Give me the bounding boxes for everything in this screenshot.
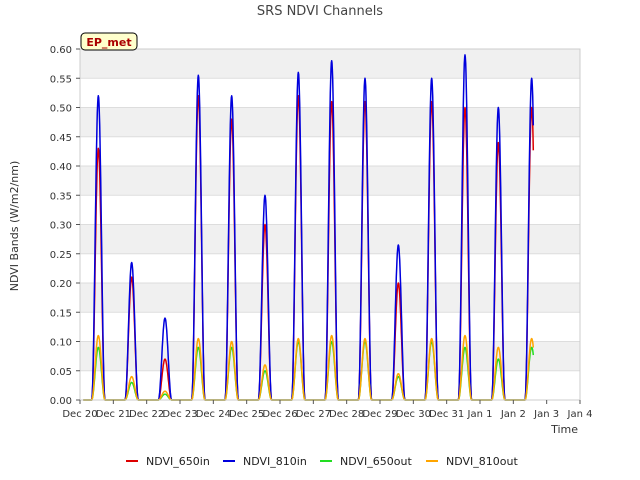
y-tick-label: 0.20 xyxy=(50,279,72,290)
plot-band xyxy=(80,49,580,79)
y-tick-label: 0.45 xyxy=(50,133,72,144)
plot-band xyxy=(80,224,580,254)
chart-title: SRS NDVI Channels xyxy=(257,4,383,19)
y-tick-label: 0.40 xyxy=(50,162,72,173)
x-tick-label: Dec 26 xyxy=(262,409,297,420)
y-tick-label: 0.60 xyxy=(50,45,72,56)
x-tick-label: Dec 24 xyxy=(196,409,231,420)
x-tick-label: Dec 30 xyxy=(396,409,431,420)
ep-met-badge: EP_met xyxy=(80,32,138,51)
x-tick-label: Dec 31 xyxy=(429,409,464,420)
plot-band xyxy=(80,312,580,342)
y-tick-label: 0.35 xyxy=(50,191,72,202)
x-tick-label: Jan 2 xyxy=(500,409,526,420)
legend: NDVI_650in NDVI_810in NDVI_650out NDVI_810o… xyxy=(126,455,518,468)
x-tick-label: Dec 22 xyxy=(129,409,164,420)
legend-label: NDVI_650out xyxy=(340,455,412,468)
x-tick-label: Dec 28 xyxy=(329,409,364,420)
legend-label: NDVI_810out xyxy=(446,455,518,468)
y-tick-label: 0.55 xyxy=(50,74,72,85)
badge-label: EP_met xyxy=(86,36,131,49)
x-tick-label: Jan 1 xyxy=(467,409,493,420)
y-tick-label: 0.15 xyxy=(50,308,72,319)
legend-label: NDVI_810in xyxy=(243,455,307,468)
legend-label: NDVI_650in xyxy=(146,455,210,468)
x-tick-label: Dec 27 xyxy=(296,409,331,420)
x-axis-label: Time xyxy=(550,423,578,436)
y-axis-ticks: 0.00 0.05 0.10 0.15 0.20 0.25 0.30 0.35 0.40 0.45… xyxy=(50,45,80,407)
y-tick-label: 0.05 xyxy=(50,367,72,378)
plot-band xyxy=(80,195,580,225)
y-tick-label: 0.25 xyxy=(50,250,72,261)
plot-band xyxy=(80,283,580,313)
x-tick-label: Dec 29 xyxy=(362,409,397,420)
y-tick-label: 0.50 xyxy=(50,104,72,115)
x-tick-label: Dec 20 xyxy=(62,409,97,420)
x-tick-label: Jan 3 xyxy=(533,409,559,420)
x-tick-label: Dec 25 xyxy=(229,409,264,420)
x-tick-label: Jan 4 xyxy=(567,409,593,420)
x-tick-label: Dec 21 xyxy=(96,409,131,420)
y-tick-label: 0.00 xyxy=(50,396,72,407)
y-tick-label: 0.10 xyxy=(50,338,72,349)
y-axis-label: NDVI Bands (W/m2/nm) xyxy=(8,161,21,292)
x-tick-label: Dec 23 xyxy=(162,409,197,420)
plot-band xyxy=(80,253,580,283)
y-tick-label: 0.30 xyxy=(50,221,72,232)
